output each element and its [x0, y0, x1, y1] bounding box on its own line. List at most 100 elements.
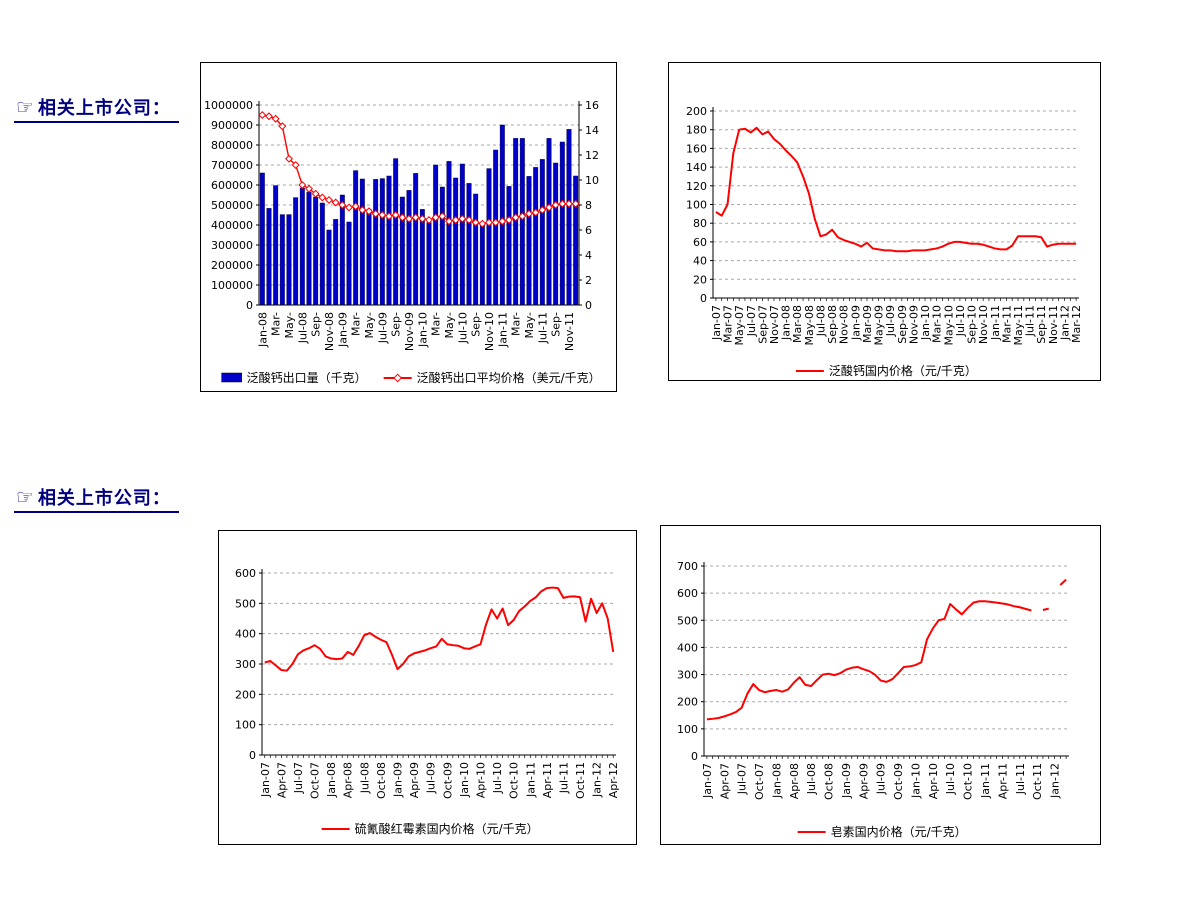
svg-text:100000: 100000: [211, 279, 253, 292]
svg-text:Jan-11: Jan-11: [496, 312, 509, 348]
svg-text:Jan-09: Jan-09: [336, 312, 349, 348]
svg-text:180: 180: [686, 124, 707, 137]
svg-text:Apr-12: Apr-12: [607, 762, 620, 798]
x-axis-labels: Jan-07 Apr-07 Jul-07 Oct-07 Jan-08 Apr-08 Jul-…: [259, 762, 620, 799]
svg-text:200: 200: [677, 696, 698, 709]
svg-text:Jul-08: Jul-08: [805, 763, 818, 795]
axes: [703, 562, 1069, 757]
svg-text:May-09: May-09: [873, 305, 886, 346]
svg-text:Apr-08: Apr-08: [342, 762, 355, 798]
svg-text:500000: 500000: [211, 199, 253, 212]
svg-text:500: 500: [235, 597, 256, 610]
svg-text:160: 160: [686, 142, 707, 155]
svg-text:600: 600: [677, 587, 698, 600]
svg-text:Jan-11: Jan-11: [989, 305, 1002, 341]
svg-text:Apr-11: Apr-11: [541, 762, 554, 798]
svg-text:Sep-11: Sep-11: [1035, 305, 1048, 344]
line-markers: [258, 111, 580, 228]
svg-text:600: 600: [235, 567, 256, 580]
svg-text:Nov-08: Nov-08: [323, 312, 336, 351]
svg-text:Nov-07: Nov-07: [768, 305, 781, 344]
svg-text:Jan-07: Jan-07: [259, 762, 272, 798]
svg-text:0: 0: [246, 299, 253, 312]
svg-text:500: 500: [677, 614, 698, 627]
svg-text:4: 4: [585, 249, 592, 262]
svg-text:0: 0: [249, 749, 256, 762]
x-axis-labels: Jan-08 Mar- May- Jul-08 Sep- Nov-08 Jan-09 Mar-…: [256, 312, 576, 351]
price-line: [706, 578, 1067, 721]
svg-text:泛酸钙出口量（千克）: 泛酸钙出口量（千克）: [247, 370, 367, 385]
svg-text:Jan-10: Jan-10: [909, 763, 922, 799]
svg-text:140: 140: [686, 161, 707, 174]
svg-text:Sep-08: Sep-08: [826, 305, 839, 344]
svg-text:Jan-08: Jan-08: [325, 762, 338, 798]
axes: [712, 107, 1079, 299]
svg-text:16: 16: [585, 99, 599, 112]
svg-text:May-11: May-11: [1012, 305, 1025, 346]
gridlines: [262, 572, 616, 726]
svg-text:Mar-09: Mar-09: [861, 305, 874, 343]
svg-text:Apr-09: Apr-09: [857, 763, 870, 799]
y-axis-labels: 0 100 200 300 400 500 600: [235, 567, 262, 762]
svg-text:Jan-08: Jan-08: [256, 312, 269, 348]
svg-text:Mar-10: Mar-10: [931, 305, 944, 343]
chart-pantothenate-domestic-price: 0 20 40 60 80 100 120 140 160 180 200 Jan-07 Mar-07 M…: [668, 62, 1101, 381]
svg-text:May-07: May-07: [733, 305, 746, 346]
svg-text:400000: 400000: [211, 219, 253, 232]
svg-text:硫氰酸红霉素国内价格（元/千克）: 硫氰酸红霉素国内价格（元/千克）: [355, 821, 539, 836]
svg-text:Jul-09: Jul-09: [875, 763, 888, 795]
svg-text:800000: 800000: [211, 139, 253, 152]
svg-text:泛酸钙出口平均价格（美元/千克）: 泛酸钙出口平均价格（美元/千克）: [417, 370, 601, 385]
svg-text:Sep-: Sep-: [310, 312, 323, 337]
svg-text:Mar-11: Mar-11: [1000, 305, 1013, 343]
related-companies-heading-1: ☞ 相关上市公司：: [14, 96, 179, 123]
heading-text: 相关上市公司：: [37, 98, 171, 119]
svg-text:1000000: 1000000: [204, 99, 253, 112]
svg-text:Apr-10: Apr-10: [474, 762, 487, 798]
svg-text:Nov-09: Nov-09: [907, 305, 920, 344]
x-ticks: [264, 755, 614, 758]
price-line: [264, 586, 615, 672]
svg-text:Oct-09: Oct-09: [892, 763, 905, 800]
related-companies-heading-2: ☞ 相关上市公司：: [14, 486, 179, 513]
svg-text:10: 10: [585, 174, 599, 187]
svg-text:Apr-09: Apr-09: [408, 762, 421, 798]
svg-text:May-10: May-10: [942, 305, 955, 346]
y-axis-labels: 0 100 200 300 400 500 600 700: [677, 560, 704, 763]
svg-text:Jan-09: Jan-09: [849, 305, 862, 341]
svg-text:Nov-08: Nov-08: [838, 305, 851, 344]
svg-text:0: 0: [700, 292, 707, 305]
svg-text:Apr-07: Apr-07: [718, 763, 731, 799]
chart-pantothenate-export-volume-price: 0 100000 200000 300000 400000 500000 600000 700…: [200, 62, 617, 392]
pointing-hand-icon: ☞: [16, 95, 35, 119]
svg-text:Nov-10: Nov-10: [977, 305, 990, 344]
svg-text:700: 700: [677, 560, 698, 573]
svg-text:Mar-: Mar-: [510, 312, 523, 336]
svg-text:Oct-11: Oct-11: [1031, 763, 1044, 800]
y-axis-labels: 0 100000 200000 300000 400000 500000 600000 700…: [204, 99, 259, 312]
svg-text:Jan-07: Jan-07: [710, 305, 723, 341]
svg-text:700000: 700000: [211, 159, 253, 172]
chart-erythromycin-thiocyanate-domestic-price: 0 100 200 300 400 500 600 Jan-07 Apr-07 Jul-07 Oct…: [218, 530, 637, 845]
svg-text:Oct-10: Oct-10: [508, 762, 521, 799]
svg-text:Jul-08: Jul-08: [814, 305, 827, 337]
svg-text:Jul-10: Jul-10: [954, 305, 967, 337]
svg-text:Jul-09: Jul-09: [425, 762, 438, 794]
y-axis-labels: 0 20 40 60 80 100 120 140 160 180 200: [686, 105, 713, 305]
svg-text:Jan-08: Jan-08: [780, 305, 793, 341]
svg-text:Nov-11: Nov-11: [1047, 305, 1060, 344]
x-axis-labels: Jan-07Mar-07May-07Jul-07Sep-07Nov-07Jan-…: [710, 305, 1083, 346]
svg-text:Jul-09: Jul-09: [376, 312, 389, 344]
svg-text:Jul-07: Jul-07: [745, 305, 758, 337]
axes: [258, 101, 580, 306]
svg-text:40: 40: [693, 255, 707, 268]
svg-text:Mar-07: Mar-07: [722, 305, 735, 343]
svg-text:900000: 900000: [211, 119, 253, 132]
chart-svg: 0 100 200 300 400 500 600 700 Jan-07 Apr-07 Jul-07…: [677, 560, 1069, 839]
svg-text:400: 400: [235, 628, 256, 641]
svg-text:120: 120: [686, 180, 707, 193]
svg-text:Jan-11: Jan-11: [524, 762, 537, 798]
svg-text:Sep-: Sep-: [550, 312, 563, 337]
svg-text:Jul-10: Jul-10: [944, 763, 957, 795]
svg-text:May-: May-: [443, 312, 456, 339]
